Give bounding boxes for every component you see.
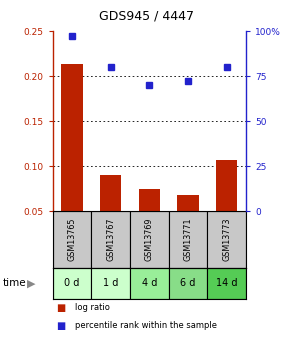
Bar [139, 189, 160, 211]
Bar [216, 160, 237, 211]
Text: ■: ■ [56, 321, 65, 331]
Bar [91, 268, 130, 299]
Text: GSM13769: GSM13769 [145, 218, 154, 261]
Text: ■: ■ [56, 303, 65, 313]
Text: 4 d: 4 d [142, 278, 157, 288]
Text: time: time [3, 278, 27, 288]
Bar [53, 211, 91, 268]
Bar [207, 211, 246, 268]
Bar [169, 268, 207, 299]
Bar [207, 268, 246, 299]
Bar [169, 211, 207, 268]
Bar [130, 211, 169, 268]
Text: 0 d: 0 d [64, 278, 80, 288]
Text: percentile rank within the sample: percentile rank within the sample [75, 321, 217, 330]
Bar [178, 195, 199, 211]
Text: GSM13767: GSM13767 [106, 218, 115, 261]
Bar [100, 175, 121, 211]
Bar [53, 268, 91, 299]
Text: GDS945 / 4447: GDS945 / 4447 [99, 9, 194, 22]
Text: 1 d: 1 d [103, 278, 118, 288]
Bar [130, 268, 169, 299]
Bar [62, 65, 83, 211]
Text: 14 d: 14 d [216, 278, 238, 288]
Text: GSM13765: GSM13765 [68, 218, 76, 261]
Text: ▶: ▶ [27, 278, 35, 288]
Bar [91, 211, 130, 268]
Text: 6 d: 6 d [180, 278, 196, 288]
Text: GSM13773: GSM13773 [222, 218, 231, 261]
Text: log ratio: log ratio [75, 303, 110, 312]
Text: GSM13771: GSM13771 [184, 218, 193, 261]
